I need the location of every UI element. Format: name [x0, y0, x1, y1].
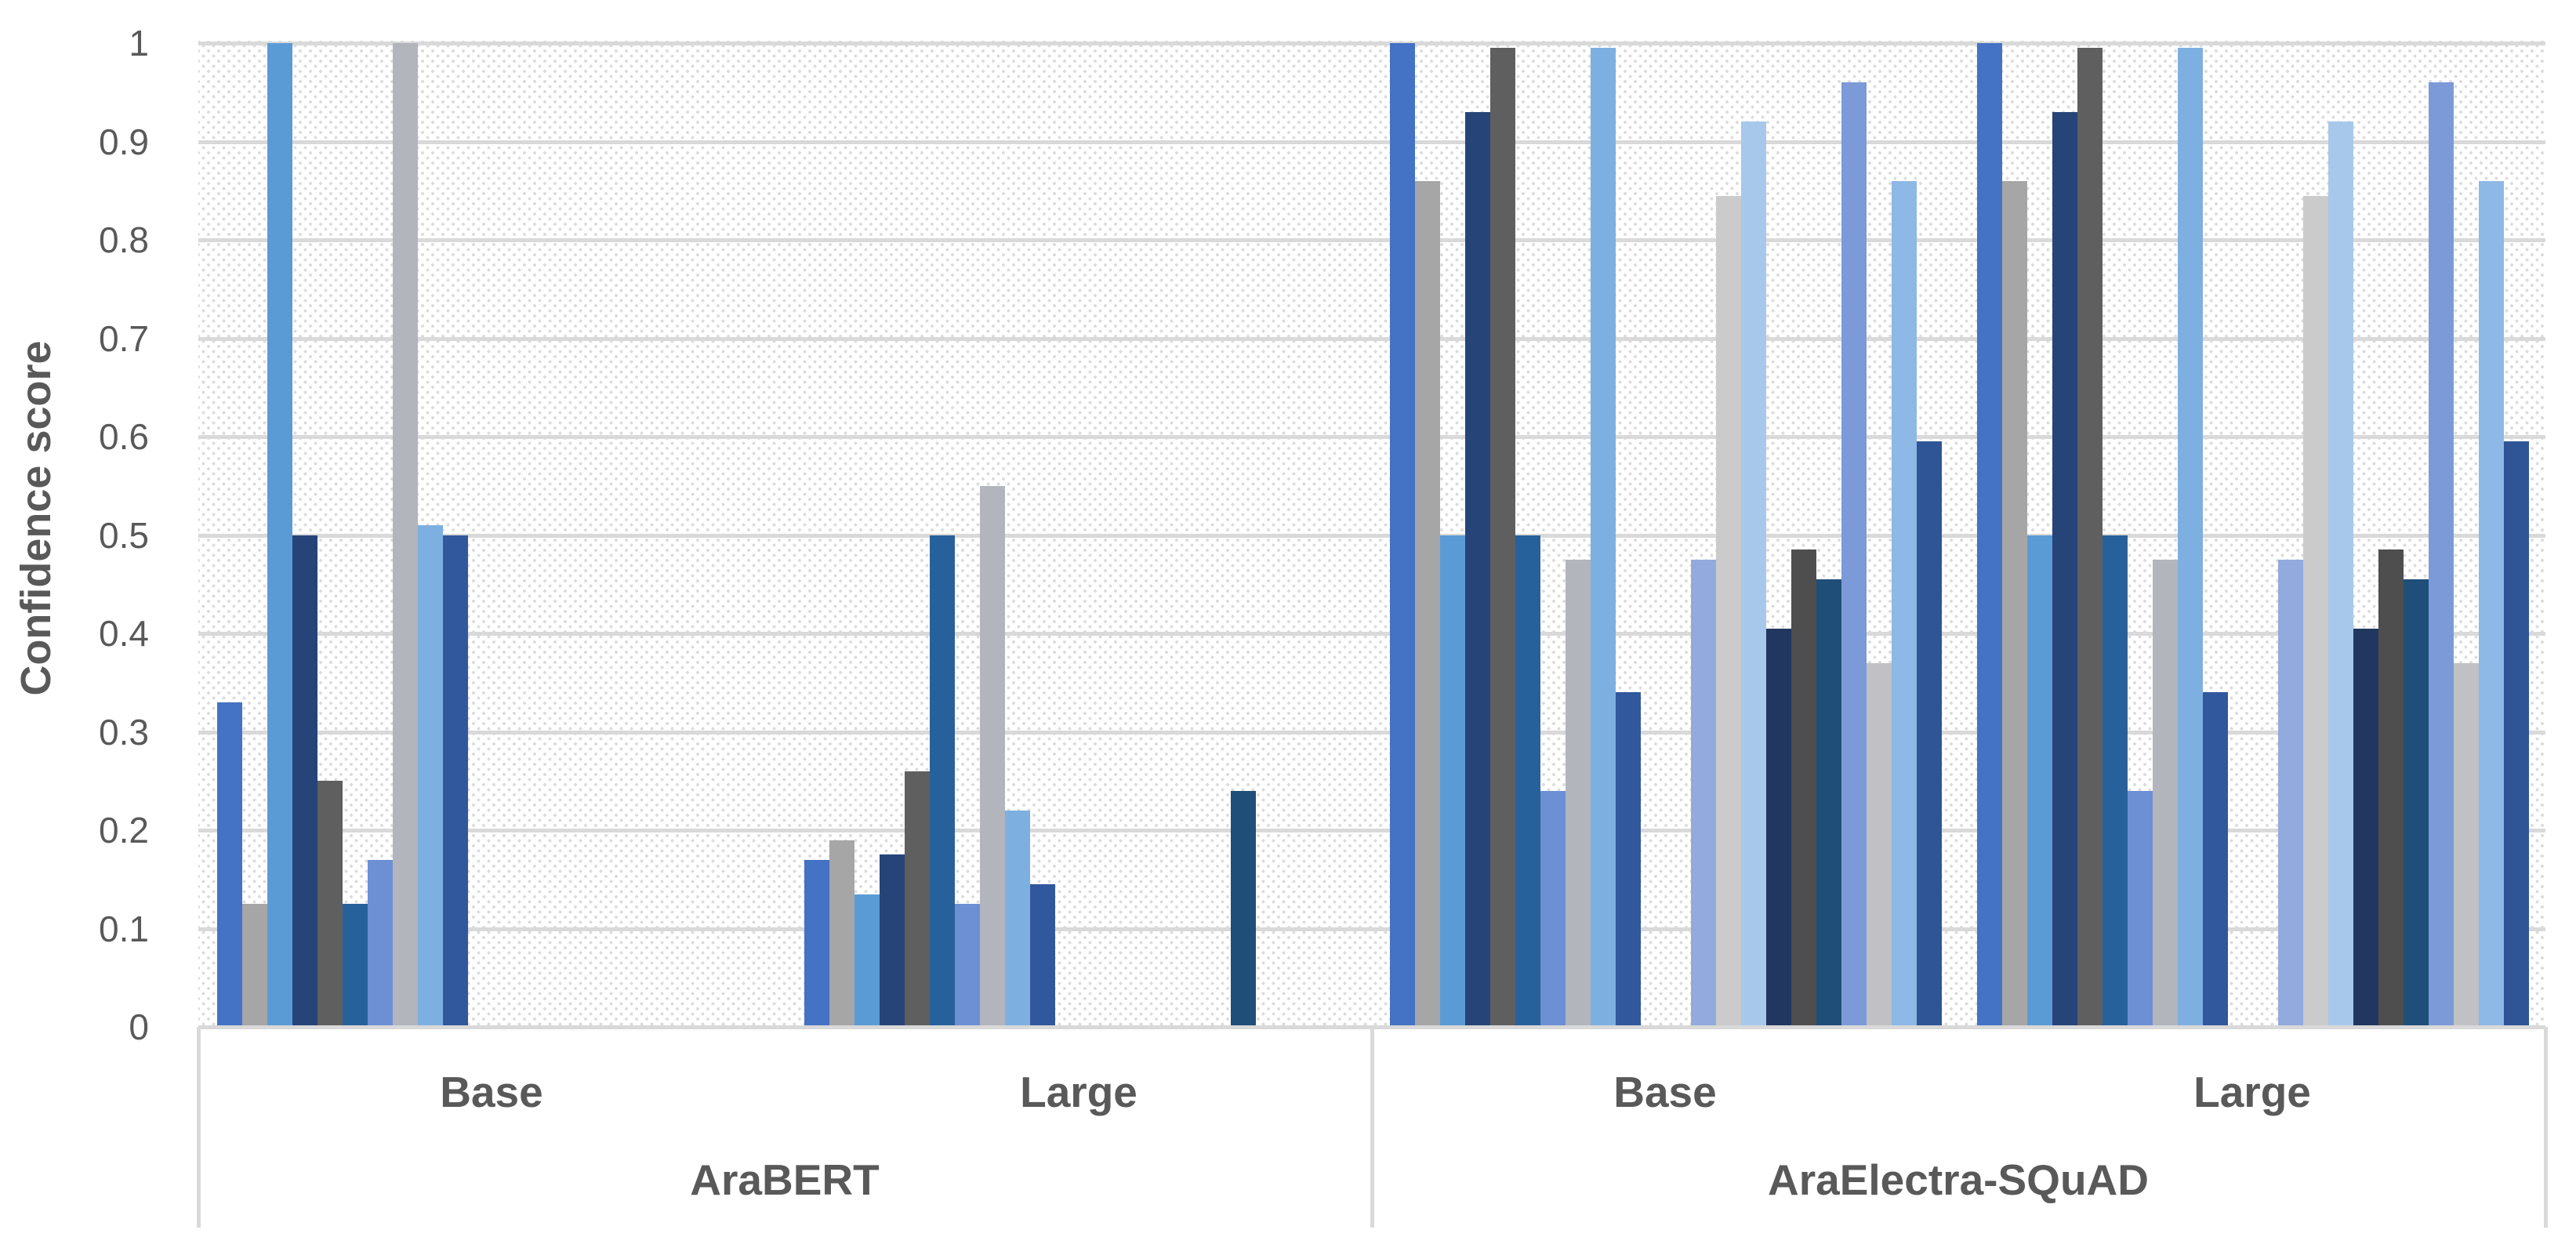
- bar-category1-slot10: [443, 535, 468, 1027]
- y-tick-label-0.9: 0.9: [99, 121, 149, 162]
- bar-category1-slot8: [393, 43, 418, 1027]
- gridline-0.7: [198, 336, 2545, 341]
- band-border-2: [2544, 1027, 2548, 1228]
- gridline-0.9: [198, 140, 2545, 144]
- gridline-0.6: [198, 435, 2545, 439]
- bar-category3-slot8: [1566, 559, 1591, 1027]
- bar-category3-slot5: [1490, 48, 1515, 1027]
- gridline-0.1: [198, 927, 2545, 931]
- bar-category1-slot9: [418, 524, 443, 1027]
- bar-category3-slot14: [1716, 195, 1741, 1027]
- bar-category3-slot15: [1741, 122, 1766, 1027]
- bar-category4-slot2: [2002, 180, 2027, 1027]
- band-border-0: [197, 1027, 201, 1228]
- bar-category2-slot9: [1005, 810, 1030, 1027]
- bar-category4-slot19: [2429, 82, 2454, 1027]
- bar-category1-slot3: [267, 43, 292, 1027]
- bar-category2-slot2: [829, 840, 854, 1027]
- bar-category3-slot4: [1465, 111, 1490, 1027]
- bar-category4-slot15: [2328, 122, 2353, 1027]
- y-tick-label-0.3: 0.3: [99, 711, 149, 753]
- bar-category3-slot22: [1917, 441, 1942, 1027]
- bar-category4-slot10: [2203, 692, 2228, 1027]
- bar-category3-slot1: [1390, 43, 1415, 1027]
- bar-category4-slot17: [2378, 550, 2404, 1027]
- y-tick-label-0.2: 0.2: [99, 810, 149, 851]
- gridline-0.4: [198, 632, 2545, 636]
- bar-category3-slot13: [1691, 559, 1716, 1027]
- bar-category3-slot17: [1791, 550, 1816, 1027]
- bar-category4-slot6: [2103, 535, 2128, 1027]
- bar-category2-slot10: [1030, 884, 1055, 1027]
- bar-category3-slot6: [1515, 535, 1540, 1027]
- bar-category3-slot18: [1816, 579, 1841, 1027]
- bar-category2-slot5: [905, 771, 930, 1027]
- bar-category4-slot20: [2454, 662, 2479, 1027]
- bar-category1-slot1: [217, 702, 242, 1027]
- gridline-0.5: [198, 533, 2545, 538]
- model-label-araelectra-squad: AraElectra-SQuAD: [1768, 1155, 2149, 1204]
- bar-category3-slot9: [1591, 48, 1616, 1027]
- bar-category4-slot1: [1977, 43, 2002, 1027]
- bar-category1-slot5: [317, 781, 343, 1027]
- y-tick-label-0: 0: [129, 1007, 149, 1047]
- bar-category4-slot5: [2077, 48, 2103, 1027]
- gridline-0.8: [198, 238, 2545, 242]
- gridline-0.3: [198, 730, 2545, 735]
- bar-category3-slot2: [1415, 180, 1440, 1027]
- bar-category1-slot2: [242, 904, 267, 1027]
- bar-category3-slot16: [1766, 628, 1791, 1027]
- band-border-1: [1370, 1027, 1374, 1228]
- bar-category3-slot20: [1867, 662, 1892, 1027]
- bar-category2-slot7: [955, 904, 980, 1027]
- bar-category1-slot6: [343, 904, 368, 1027]
- bar-category2-slot4: [880, 854, 905, 1027]
- y-tick-label-0.7: 0.7: [99, 317, 149, 359]
- category-label-araelectra-squad-base: Base: [1613, 1068, 1717, 1116]
- bar-category4-slot18: [2404, 579, 2429, 1027]
- bar-category3-slot19: [1841, 82, 1867, 1027]
- y-tick-label-0.1: 0.1: [99, 908, 149, 949]
- bar-category3-slot3: [1440, 535, 1465, 1027]
- bar-category4-slot3: [2027, 535, 2052, 1027]
- bar-category1-slot4: [292, 535, 317, 1027]
- bar-category2-slot8: [980, 485, 1005, 1027]
- bar-category4-slot7: [2128, 790, 2153, 1027]
- plot-area: [198, 41, 2545, 1029]
- bar-category2-slot1: [804, 859, 829, 1027]
- y-tick-label-1: 1: [129, 23, 149, 63]
- bar-category4-slot4: [2052, 111, 2077, 1027]
- model-label-arabert: AraBERT: [690, 1155, 880, 1204]
- gridline-1: [198, 42, 2545, 45]
- bar-category3-slot7: [1540, 790, 1566, 1027]
- gridline-0.2: [198, 829, 2545, 832]
- bar-category4-slot14: [2303, 195, 2328, 1027]
- bar-category4-slot13: [2278, 559, 2303, 1027]
- bar-category4-slot8: [2153, 559, 2178, 1027]
- bar-category4-slot22: [2504, 441, 2529, 1027]
- bar-category4-slot16: [2353, 628, 2378, 1027]
- bar-category4-slot21: [2479, 180, 2504, 1027]
- bar-category1-slot7: [368, 859, 393, 1027]
- category-label-arabert-large: Large: [1020, 1068, 1137, 1116]
- y-tick-label-0.4: 0.4: [99, 613, 149, 654]
- category-label-arabert-base: Base: [440, 1068, 543, 1116]
- y-tick-label-0.8: 0.8: [99, 219, 149, 260]
- bar-category4-slot9: [2178, 48, 2203, 1027]
- y-tick-label-0.6: 0.6: [99, 416, 149, 457]
- y-tick-label-0.5: 0.5: [99, 514, 149, 556]
- category-label-araelectra-squad-large: Large: [2193, 1068, 2311, 1116]
- bar-category2-slot6: [930, 535, 955, 1027]
- bar-category3-slot10: [1616, 692, 1641, 1027]
- bar-category2-slot18: [1231, 790, 1256, 1027]
- bar-category3-slot21: [1892, 180, 1917, 1027]
- bar-category2-slot3: [854, 894, 880, 1027]
